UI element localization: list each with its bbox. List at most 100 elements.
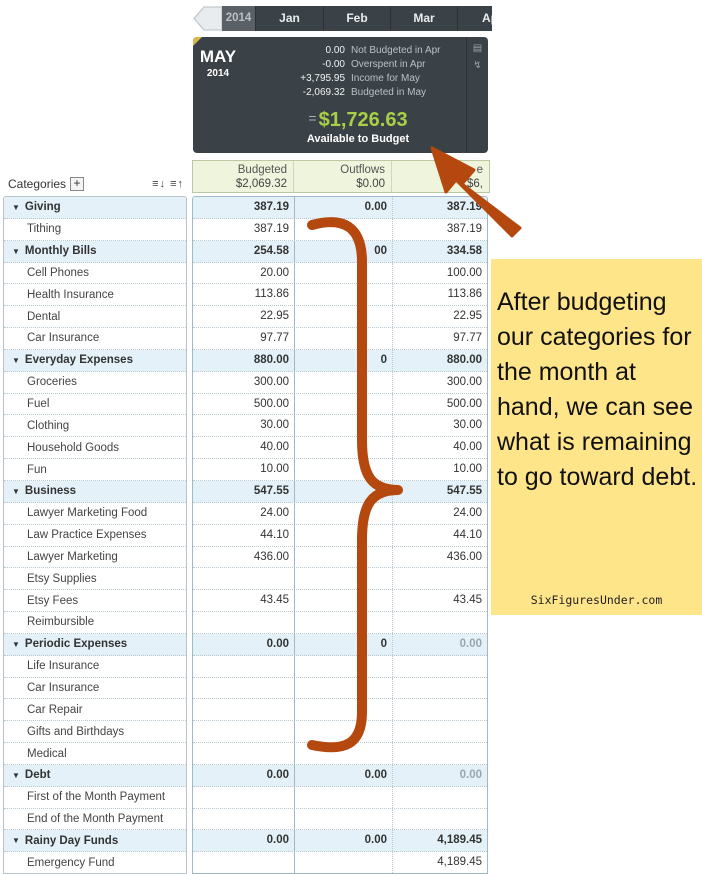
budgeted-cell[interactable] bbox=[193, 721, 295, 743]
balance-cell: 113.86 bbox=[447, 288, 482, 301]
lightning-icon[interactable]: ↯ bbox=[473, 60, 482, 71]
collapse-caret-icon[interactable]: ▼ bbox=[12, 246, 20, 256]
month-tab-feb[interactable]: Feb bbox=[324, 6, 391, 31]
collapse-caret-icon[interactable]: ▼ bbox=[12, 639, 20, 649]
category-row[interactable]: Gifts and Birthdays bbox=[4, 721, 186, 744]
annotation-note: After budgeting our categories for the m… bbox=[491, 259, 702, 615]
category-row[interactable]: Tithing bbox=[4, 219, 186, 241]
annotation-text: After budgeting our categories for the m… bbox=[497, 288, 698, 491]
balance-cell: 24.00 bbox=[453, 506, 482, 519]
budget-row: 880.00 0 880.00 bbox=[193, 349, 487, 372]
notes-icon[interactable]: ▤ bbox=[472, 43, 483, 54]
budgeted-cell[interactable]: 10.00 bbox=[193, 459, 295, 480]
budget-row bbox=[193, 721, 487, 744]
outflows-cell bbox=[295, 459, 393, 480]
budgeted-cell[interactable]: 436.00 bbox=[193, 546, 295, 568]
budgeted-cell[interactable] bbox=[193, 568, 295, 590]
collapse-caret-icon[interactable]: ▼ bbox=[12, 770, 20, 780]
category-row[interactable]: Reimbursible bbox=[4, 612, 186, 634]
budgeted-cell[interactable]: 0.00 bbox=[193, 633, 295, 655]
budgeted-cell[interactable]: 40.00 bbox=[193, 437, 295, 459]
category-group-row[interactable]: ▼ Periodic Expenses bbox=[4, 633, 186, 656]
budgeted-cell[interactable]: 44.10 bbox=[193, 524, 295, 546]
collapse-caret-icon[interactable]: ▼ bbox=[12, 486, 20, 496]
category-row[interactable]: Clothing bbox=[4, 415, 186, 438]
equals-sign: = bbox=[308, 110, 317, 126]
budgeted-cell[interactable]: 387.19 bbox=[193, 197, 295, 218]
sort-icon[interactable]: ≡↓ ≡↑ bbox=[152, 178, 184, 190]
category-group-row[interactable]: ▼ Everyday Expenses bbox=[4, 349, 186, 372]
category-row[interactable]: First of the Month Payment bbox=[4, 787, 186, 809]
budgeted-cell[interactable] bbox=[193, 612, 295, 633]
budgeted-cell[interactable]: 547.55 bbox=[193, 480, 295, 502]
category-name: Business bbox=[24, 485, 77, 498]
budgeted-cell[interactable]: 43.45 bbox=[193, 590, 295, 612]
category-name: Fuel bbox=[27, 398, 50, 411]
month-tab-jan[interactable]: Jan bbox=[256, 6, 324, 31]
budgeted-cell[interactable]: 30.00 bbox=[193, 415, 295, 437]
budgeted-cell[interactable] bbox=[193, 852, 295, 873]
category-row[interactable]: Fuel bbox=[4, 394, 186, 416]
budgeted-cell[interactable] bbox=[193, 808, 295, 830]
category-group-row[interactable]: ▼ Debt bbox=[4, 764, 186, 787]
category-row[interactable]: Life Insurance bbox=[4, 656, 186, 678]
budgeted-cell[interactable]: 20.00 bbox=[193, 262, 295, 284]
collapse-caret-icon[interactable]: ▼ bbox=[12, 202, 20, 212]
budgeted-cell[interactable]: 500.00 bbox=[193, 393, 295, 415]
balance-cell: 387.19 bbox=[446, 201, 482, 213]
budgeted-cell[interactable]: 0.00 bbox=[193, 764, 295, 786]
budgeted-cell[interactable]: 113.86 bbox=[193, 284, 295, 306]
category-row[interactable]: Emergency Fund bbox=[4, 852, 186, 873]
budgeted-cell[interactable] bbox=[193, 655, 295, 677]
category-row[interactable]: Car Insurance bbox=[4, 678, 186, 700]
balance-cell: 0.00 bbox=[459, 768, 482, 781]
category-row[interactable]: Household Goods bbox=[4, 437, 186, 460]
available-label: Available to Budget bbox=[306, 133, 410, 145]
month-tab-apr[interactable]: Ap bbox=[458, 6, 492, 31]
budgeted-cell[interactable] bbox=[193, 699, 295, 721]
collapse-caret-icon[interactable]: ▼ bbox=[12, 355, 20, 365]
budgeted-cell[interactable]: 97.77 bbox=[193, 328, 295, 349]
outflows-cell bbox=[295, 262, 393, 284]
outflows-cell bbox=[295, 808, 393, 830]
category-row[interactable]: Lawyer Marketing bbox=[4, 547, 186, 569]
category-row[interactable]: Car Insurance bbox=[4, 328, 186, 350]
category-row[interactable]: Fun bbox=[4, 459, 186, 481]
category-row[interactable]: Dental bbox=[4, 306, 186, 329]
budget-row: 44.10 44.10 bbox=[193, 524, 487, 547]
budget-row: 436.00 436.00 bbox=[193, 546, 487, 569]
collapse-caret-icon[interactable]: ▼ bbox=[12, 836, 20, 846]
summary-year: 2014 bbox=[206, 68, 230, 79]
month-tab-mar[interactable]: Mar bbox=[391, 6, 458, 31]
category-group-row[interactable]: ▼ Rainy Day Funds bbox=[4, 830, 186, 853]
category-row[interactable]: Groceries bbox=[4, 372, 186, 394]
category-row[interactable]: End of the Month Payment bbox=[4, 809, 186, 831]
budgeted-cell[interactable] bbox=[193, 677, 295, 699]
add-category-button[interactable]: + bbox=[70, 177, 85, 191]
budgeted-cell[interactable]: 24.00 bbox=[193, 502, 295, 524]
category-row[interactable]: Health Insurance bbox=[4, 284, 186, 307]
category-row[interactable]: Car Repair bbox=[4, 699, 186, 722]
budgeted-cell[interactable] bbox=[193, 743, 295, 764]
category-group-row[interactable]: ▼ Monthly Bills bbox=[4, 240, 186, 263]
year-tab[interactable]: 2014 bbox=[222, 6, 256, 31]
category-row[interactable]: Medical bbox=[4, 743, 186, 765]
previous-month-arrow-icon[interactable] bbox=[190, 6, 222, 31]
category-row[interactable]: Cell Phones bbox=[4, 263, 186, 285]
summary-line-amount: +3,795.95 bbox=[300, 73, 345, 84]
budgeted-cell[interactable]: 22.95 bbox=[193, 306, 295, 328]
budgeted-cell[interactable]: 880.00 bbox=[193, 349, 295, 371]
budgeted-cell[interactable]: 387.19 bbox=[193, 218, 295, 240]
category-row[interactable]: Law Practice Expenses bbox=[4, 525, 186, 547]
outflows-cell: 0 bbox=[295, 349, 393, 371]
budgeted-cell[interactable]: 300.00 bbox=[193, 371, 295, 393]
category-row[interactable]: Etsy Fees bbox=[4, 590, 186, 613]
balance-total: $6, bbox=[467, 178, 483, 190]
category-group-row[interactable]: ▼ Business bbox=[4, 480, 186, 503]
budgeted-cell[interactable] bbox=[193, 786, 295, 808]
category-row[interactable]: Lawyer Marketing Food bbox=[4, 503, 186, 525]
budgeted-cell[interactable]: 0.00 bbox=[193, 830, 295, 852]
budgeted-cell[interactable]: 254.58 bbox=[193, 240, 295, 262]
category-group-row[interactable]: ▼ Giving bbox=[4, 197, 186, 219]
category-row[interactable]: Etsy Supplies bbox=[4, 568, 186, 591]
